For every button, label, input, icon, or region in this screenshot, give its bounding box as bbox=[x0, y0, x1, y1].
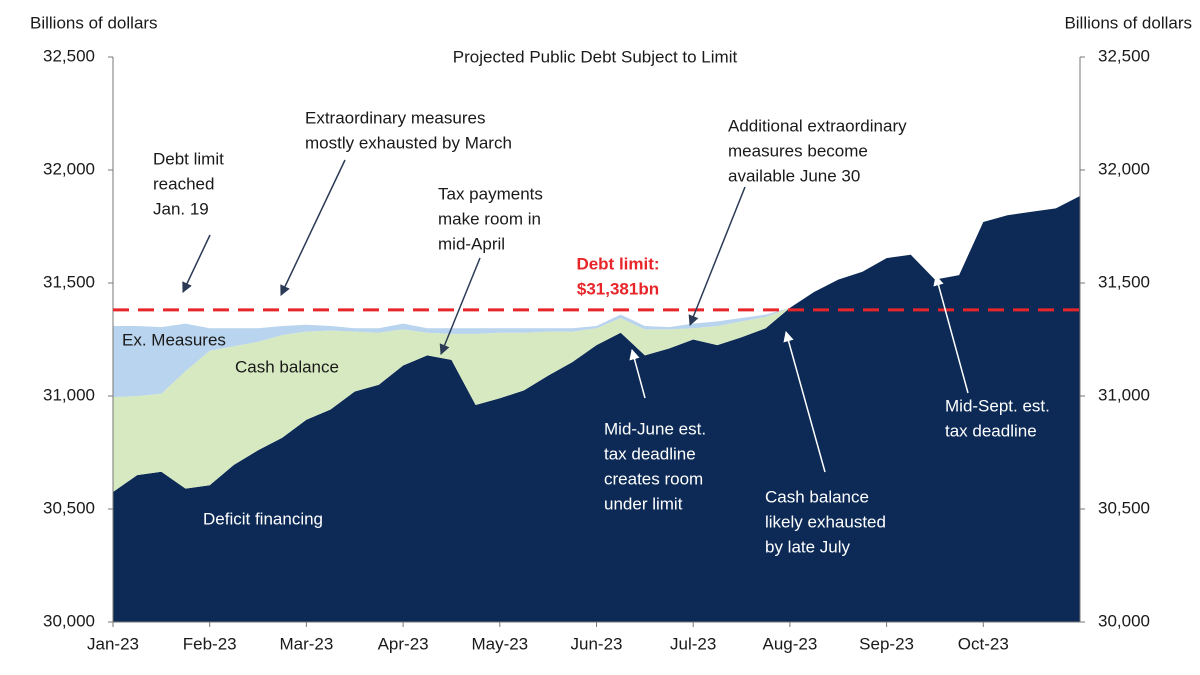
y2-tick-label: 32,500 bbox=[1098, 46, 1150, 65]
area bbox=[113, 195, 1080, 493]
annotation: likely exhausted bbox=[765, 512, 886, 531]
annotation: available June 30 bbox=[728, 166, 860, 185]
y2-tick-label: 31,500 bbox=[1098, 272, 1150, 291]
y2-tick-label: 30,500 bbox=[1098, 498, 1150, 517]
annotation: Debt limit bbox=[153, 149, 224, 168]
x-tick-label: Mar-23 bbox=[279, 634, 333, 653]
annotation: Mid-June est. bbox=[604, 419, 706, 438]
annotation: measures become bbox=[728, 141, 868, 160]
annotation-arrow bbox=[783, 330, 826, 473]
y2-tick-label: 32,000 bbox=[1098, 159, 1150, 178]
annotation-arrow bbox=[933, 274, 969, 394]
x-tick-label: Oct-23 bbox=[958, 634, 1009, 653]
x-tick-label: Jun-23 bbox=[571, 634, 623, 653]
annotation-arrow bbox=[280, 159, 346, 296]
y-tick-label: 30,500 bbox=[43, 498, 95, 517]
y-tick-label: 32,500 bbox=[43, 46, 95, 65]
y2-axis-label: Billions of dollars bbox=[1064, 13, 1192, 32]
annotation-arrow bbox=[688, 186, 746, 326]
debt-limit-label: Debt limit: bbox=[576, 254, 659, 273]
annotation: by late July bbox=[765, 537, 851, 556]
y-tick-label: 30,000 bbox=[43, 611, 95, 630]
x-tick-label: Jan-23 bbox=[87, 634, 139, 653]
annotation: Cash balance bbox=[765, 487, 869, 506]
y-tick-label: 31,500 bbox=[43, 272, 95, 291]
annotation: make room in bbox=[438, 209, 541, 228]
annotation: mostly exhausted by March bbox=[305, 133, 512, 152]
y2-tick-label: 31,000 bbox=[1098, 385, 1150, 404]
series-label: Cash balance bbox=[235, 357, 339, 376]
annotation-arrow bbox=[182, 234, 211, 293]
y-tick-label: 32,000 bbox=[43, 159, 95, 178]
x-tick-label: Jul-23 bbox=[670, 634, 716, 653]
annotation: Extraordinary measures bbox=[305, 108, 485, 127]
annotation-arrow bbox=[439, 257, 481, 355]
annotation: mid-April bbox=[438, 234, 505, 253]
x-tick-label: Apr-23 bbox=[378, 634, 429, 653]
x-tick-label: Aug-23 bbox=[762, 634, 817, 653]
annotation: under limit bbox=[604, 494, 683, 513]
annotation: tax deadline bbox=[604, 444, 696, 463]
x-tick-label: Feb-23 bbox=[183, 634, 237, 653]
y-tick-label: 31,000 bbox=[43, 385, 95, 404]
chart-title: Projected Public Debt Subject to Limit bbox=[453, 47, 738, 66]
annotation: Jan. 19 bbox=[153, 199, 209, 218]
area bbox=[113, 195, 1080, 623]
x-tick-label: Sep-23 bbox=[859, 634, 914, 653]
annotation-arrow bbox=[629, 348, 646, 399]
y-axis-label: Billions of dollars bbox=[30, 13, 158, 32]
annotation: Mid-Sept. est. bbox=[945, 396, 1050, 415]
annotation: Tax payments bbox=[438, 184, 543, 203]
y2-tick-label: 30,000 bbox=[1098, 611, 1150, 630]
annotation: reached bbox=[153, 174, 214, 193]
x-tick-label: May-23 bbox=[471, 634, 528, 653]
debt-limit-label: $31,381bn bbox=[577, 279, 659, 298]
annotation: Additional extraordinary bbox=[728, 116, 907, 135]
annotation: creates room bbox=[604, 469, 703, 488]
series-label: Deficit financing bbox=[203, 509, 323, 528]
annotation: tax deadline bbox=[945, 421, 1037, 440]
series-label: Ex. Measures bbox=[122, 330, 226, 349]
